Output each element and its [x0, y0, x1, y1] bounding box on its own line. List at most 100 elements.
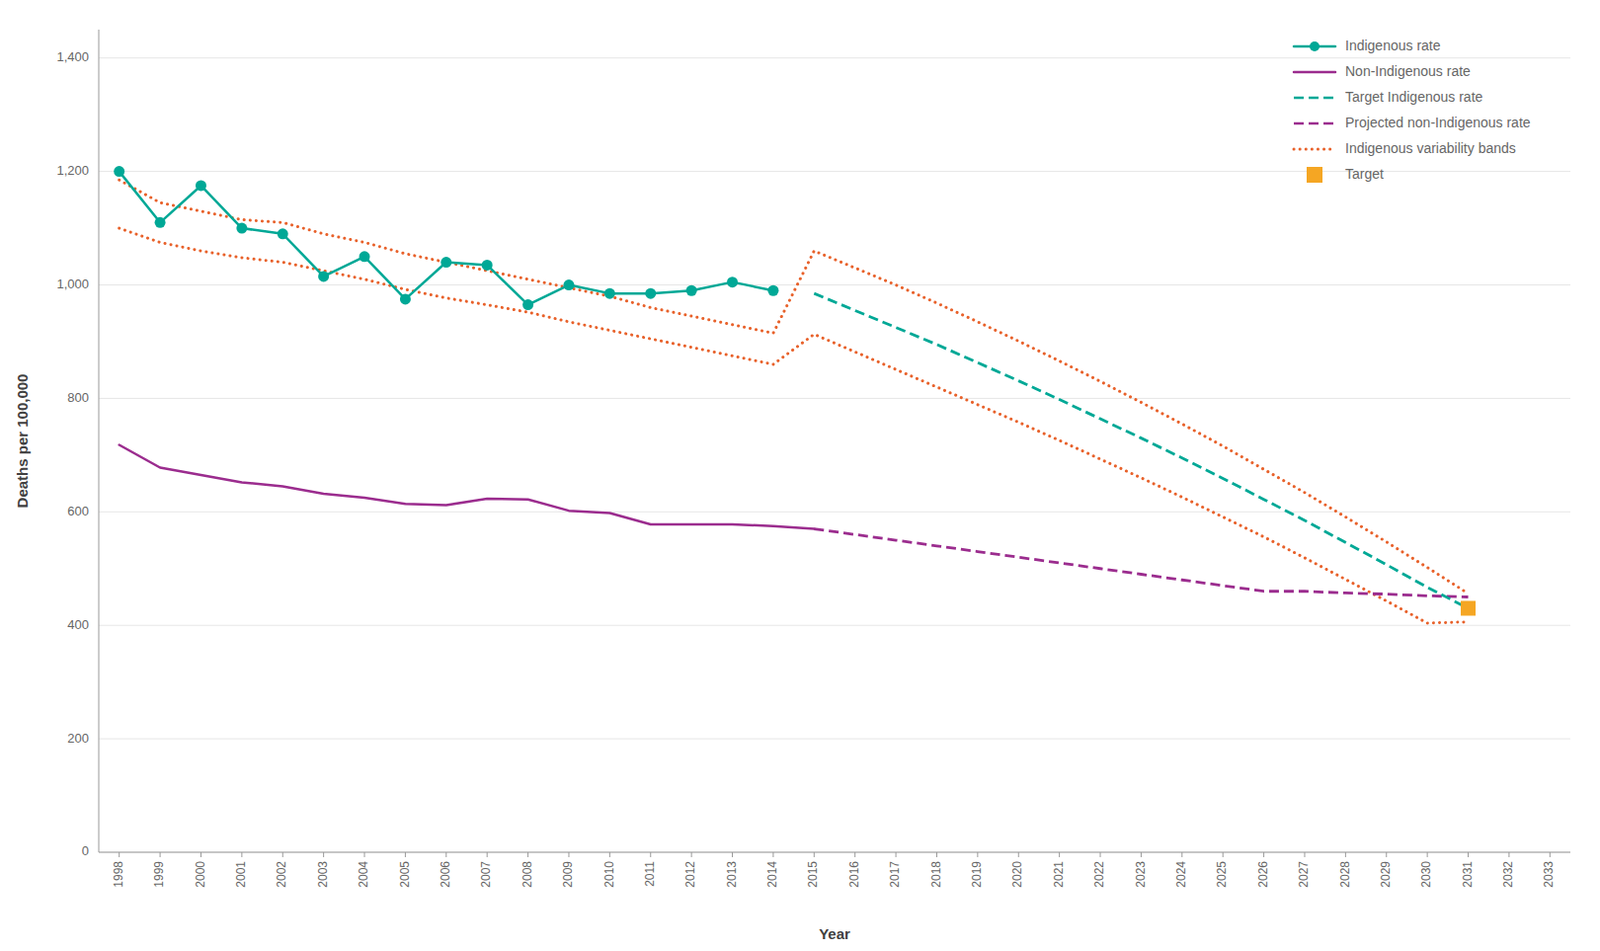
x-tick-label: 2025	[1214, 861, 1229, 888]
x-tick-label: 2017	[887, 861, 902, 888]
x-tick-label: 2022	[1092, 861, 1107, 888]
x-tick	[1181, 852, 1183, 858]
y-tick-label: 400	[67, 617, 89, 633]
x-tick-label: 2013	[724, 861, 739, 888]
x-axis: 1998199920002001200220032004200520062007…	[111, 852, 1557, 888]
x-tick	[1303, 852, 1305, 858]
grid-line	[98, 511, 1571, 513]
x-tick-label: 2032	[1501, 861, 1516, 888]
x-tick-label: 2008	[520, 861, 535, 888]
x-tick-label: 1999	[152, 861, 166, 888]
marker	[522, 299, 534, 311]
series	[119, 179, 1469, 594]
x-tick-label: 2029	[1378, 861, 1393, 888]
marker	[400, 293, 411, 305]
x-tick-label: 2018	[929, 861, 944, 888]
marker	[604, 288, 616, 300]
marker	[359, 250, 371, 262]
x-tick	[1058, 852, 1060, 858]
marker	[195, 179, 207, 191]
legend-label: Target Indigenous rate	[1345, 88, 1484, 105]
x-tick	[527, 852, 529, 858]
grid-line	[98, 57, 1571, 59]
y-tick-label: 800	[67, 390, 89, 405]
y-tick-label: 1,000	[56, 276, 89, 292]
y-axis-line	[98, 29, 100, 853]
marker	[236, 223, 247, 235]
line	[119, 171, 774, 306]
y-tick-label: 1,200	[56, 162, 89, 178]
x-tick-label: 2023	[1133, 861, 1148, 888]
x-tick	[1508, 852, 1510, 858]
y-axis-label: Deaths per 100,000	[13, 374, 31, 509]
x-tick	[118, 852, 120, 858]
grid-line	[98, 625, 1571, 627]
x-tick-label: 2021	[1051, 861, 1066, 888]
marker	[726, 276, 738, 288]
x-tick	[1100, 852, 1102, 858]
line	[119, 179, 1469, 594]
x-tick-label: 2020	[1010, 861, 1025, 888]
x-tick-label: 2016	[847, 861, 862, 888]
marker	[644, 288, 656, 300]
marker	[686, 285, 698, 297]
legend-swatch	[1306, 166, 1323, 183]
x-tick-label: 2031	[1460, 861, 1475, 888]
series	[813, 529, 1468, 598]
x-tick-label: 2000	[193, 861, 208, 888]
x-tick	[364, 852, 366, 858]
line	[119, 228, 1469, 624]
chart: 02004006008001,0001,2001,400199819992000…	[0, 0, 1600, 951]
legend-swatch	[1293, 96, 1336, 100]
x-tick	[1549, 852, 1551, 858]
series	[119, 445, 815, 530]
x-tick	[486, 852, 488, 858]
x-tick	[731, 852, 733, 858]
legend-swatch	[1293, 122, 1336, 126]
grid-line	[98, 284, 1571, 286]
legend-swatch	[1293, 71, 1336, 75]
x-tick	[1345, 852, 1347, 858]
x-tick	[1222, 852, 1224, 858]
marker	[562, 279, 574, 291]
line	[813, 293, 1468, 609]
x-tick	[404, 852, 406, 858]
x-tick	[691, 852, 693, 858]
y-tick-label: 200	[67, 730, 89, 746]
x-tick-label: 2030	[1419, 861, 1434, 888]
x-axis-label: Year	[818, 925, 851, 943]
marker	[440, 256, 452, 268]
x-tick-label: 2014	[765, 861, 780, 888]
x-tick-label: 2002	[274, 861, 289, 888]
legend-swatch-marker	[1309, 41, 1320, 52]
x-tick	[649, 852, 651, 858]
x-tick-label: 2006	[438, 861, 453, 888]
x-tick-label: 2001	[234, 861, 248, 888]
x-tick	[322, 852, 324, 858]
marker	[481, 259, 493, 271]
plot-data	[113, 165, 1476, 624]
x-tick-label: 2033	[1541, 861, 1556, 888]
x-tick-label: 1998	[111, 861, 126, 888]
legend-label: Projected non-Indigenous rate	[1345, 114, 1531, 131]
line	[813, 529, 1468, 598]
x-tick-label: 2009	[560, 861, 575, 888]
y-tick-label: 0	[81, 843, 89, 859]
grid-line	[98, 738, 1571, 740]
series	[813, 293, 1468, 609]
x-tick	[1140, 852, 1142, 858]
x-tick	[160, 852, 161, 858]
x-tick	[282, 852, 284, 858]
marker	[318, 270, 329, 282]
series	[1460, 600, 1476, 616]
x-axis-line	[98, 852, 1571, 854]
x-tick-label: 2011	[642, 861, 657, 887]
marker	[113, 165, 125, 177]
x-tick-label: 2019	[969, 861, 984, 888]
x-tick-label: 2015	[805, 861, 820, 888]
x-tick	[609, 852, 611, 858]
x-tick	[240, 852, 242, 858]
series	[113, 165, 779, 311]
legend-label: Indigenous rate	[1345, 37, 1441, 54]
legend-swatch	[1293, 148, 1336, 152]
